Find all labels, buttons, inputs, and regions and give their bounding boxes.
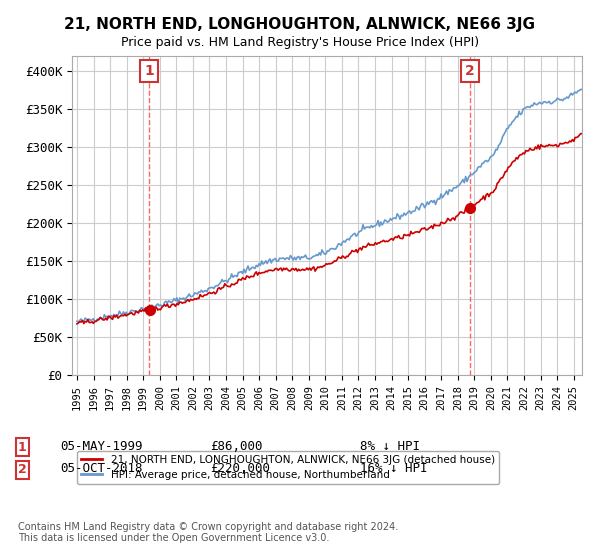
Text: £220,000: £220,000 — [210, 462, 270, 475]
Text: 05-OCT-2018: 05-OCT-2018 — [60, 462, 143, 475]
Text: 21, NORTH END, LONGHOUGHTON, ALNWICK, NE66 3JG: 21, NORTH END, LONGHOUGHTON, ALNWICK, NE… — [65, 17, 536, 32]
Text: Contains HM Land Registry data © Crown copyright and database right 2024.
This d: Contains HM Land Registry data © Crown c… — [18, 521, 398, 543]
Legend: 21, NORTH END, LONGHOUGHTON, ALNWICK, NE66 3JG (detached house), HPI: Average pr: 21, NORTH END, LONGHOUGHTON, ALNWICK, NE… — [77, 451, 499, 484]
Text: Price paid vs. HM Land Registry's House Price Index (HPI): Price paid vs. HM Land Registry's House … — [121, 36, 479, 49]
Text: 2: 2 — [18, 463, 27, 476]
Text: 1: 1 — [144, 64, 154, 78]
Text: 05-MAY-1999: 05-MAY-1999 — [60, 440, 143, 452]
Text: 8% ↓ HPI: 8% ↓ HPI — [360, 440, 420, 452]
Text: £86,000: £86,000 — [210, 440, 263, 452]
Text: 1: 1 — [18, 441, 27, 454]
Text: 16% ↓ HPI: 16% ↓ HPI — [360, 462, 427, 475]
Text: 2: 2 — [466, 64, 475, 78]
